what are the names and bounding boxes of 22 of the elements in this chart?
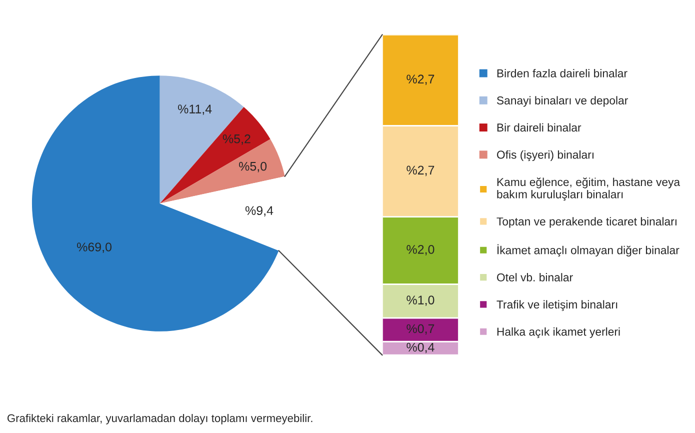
legend-label: Bir daireli binalar: [497, 123, 582, 132]
text: Grafikteki rakamlar, yuvarlamadan dolayı toplamı vermeyebilir.: [8, 414, 312, 424]
legend-label: Otel vb. binalar: [497, 273, 573, 282]
legend-label: Sanayi binaları ve depolar: [496, 96, 628, 107]
data-label: %11,4: [178, 104, 212, 115]
data-label: %5,0: [239, 162, 267, 172]
legend-label: Toptan ve perakende ticaret binaları: [496, 217, 676, 228]
data-label: %1,0: [406, 296, 434, 306]
data-label: %2,0: [406, 245, 434, 256]
legend-label: Trafik ve iletişim binaları: [496, 300, 618, 311]
data-label: %2,7: [406, 74, 434, 86]
legend-label: Birden fazla daireli binalar: [497, 68, 628, 78]
data-label: %0,4: [406, 342, 434, 354]
legend-label: Halka açık ikamet yerleri: [497, 327, 620, 338]
data-label: %0,7: [406, 324, 434, 335]
data-label: %69,0: [77, 242, 112, 253]
legend-label: Kamu eğlence, eğitim, hastane veya bakım kuruluşları binaları: [497, 178, 680, 201]
legend-label: Ofis (işyeri) binaları: [497, 150, 594, 162]
legend-label: İkamet amaçlı olmayan diğer binalar: [498, 244, 680, 257]
data-label: %5,2: [222, 134, 250, 145]
data-label: %9,4: [245, 206, 274, 216]
data-label: %2,7: [406, 166, 434, 176]
